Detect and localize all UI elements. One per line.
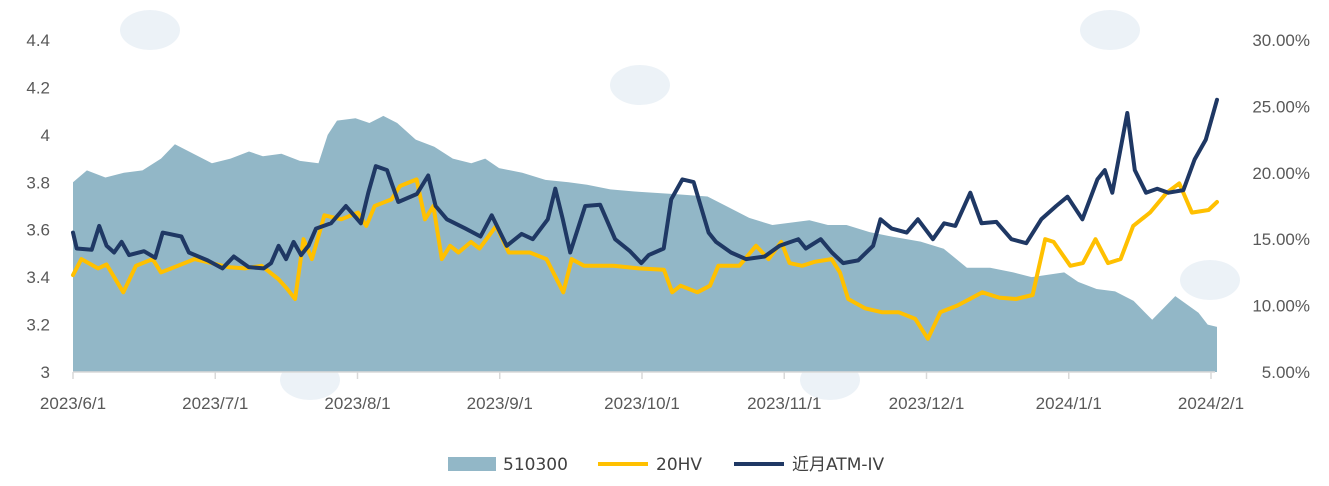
left-y-axis-ticks: 3 3.2 3.4 3.6 3.8 4 4.2 4.4	[26, 31, 50, 382]
left-y-tick-label: 3	[41, 363, 50, 382]
series-510300-area	[73, 115, 1217, 373]
x-tick-label: 2023/9/1	[467, 394, 533, 413]
watermark-logo	[610, 65, 670, 105]
right-y-tick-label: 20.00%	[1252, 164, 1310, 183]
right-y-tick-label: 5.00%	[1262, 363, 1310, 382]
left-y-tick-label: 3.8	[26, 173, 50, 192]
x-tick-label: 2023/8/1	[324, 394, 390, 413]
right-y-axis-ticks: 5.00% 10.00% 15.00% 20.00% 25.00% 30.00%	[1252, 31, 1310, 382]
right-y-tick-label: 15.00%	[1252, 230, 1310, 249]
plot-area	[71, 97, 1219, 373]
series-atm-iv-line	[71, 97, 1219, 271]
left-y-tick-label: 3.2	[26, 316, 50, 335]
watermark-logo	[1180, 260, 1240, 300]
right-y-tick-label: 30.00%	[1252, 31, 1310, 50]
watermark-logo	[120, 10, 180, 50]
x-tick-label: 2024/1/1	[1036, 394, 1102, 413]
legend-label-510300: 510300	[503, 455, 568, 475]
legend-label-atm-iv: 近月ATM-IV	[792, 455, 885, 475]
series-20hv-line	[71, 177, 1219, 341]
left-y-tick-label: 4.4	[26, 31, 50, 50]
watermark-logo	[1080, 10, 1140, 50]
x-tick-label: 2023/10/1	[604, 394, 680, 413]
right-y-tick-label: 10.00%	[1252, 297, 1310, 316]
left-y-tick-label: 3.4	[26, 268, 50, 287]
x-tick-label: 2024/2/1	[1178, 394, 1244, 413]
left-y-tick-label: 4.2	[26, 78, 50, 97]
x-tick-label: 2023/11/1	[747, 394, 821, 413]
x-tick-label: 2023/12/1	[889, 394, 965, 413]
legend-label-20hv: 20HV	[656, 455, 702, 475]
x-tick-label: 2023/6/1	[40, 394, 106, 413]
left-y-tick-label: 4	[41, 126, 50, 145]
left-y-tick-label: 3.6	[26, 221, 50, 240]
x-tick-label: 2023/7/1	[182, 394, 248, 413]
x-axis-ticks: 2023/6/1 2023/7/1 2023/8/1 2023/9/1 2023/10/…	[40, 372, 1244, 413]
legend: 510300 20HV 近月ATM-IV	[448, 455, 885, 475]
right-y-tick-label: 25.00%	[1252, 97, 1310, 116]
legend-swatch-510300	[448, 457, 496, 471]
